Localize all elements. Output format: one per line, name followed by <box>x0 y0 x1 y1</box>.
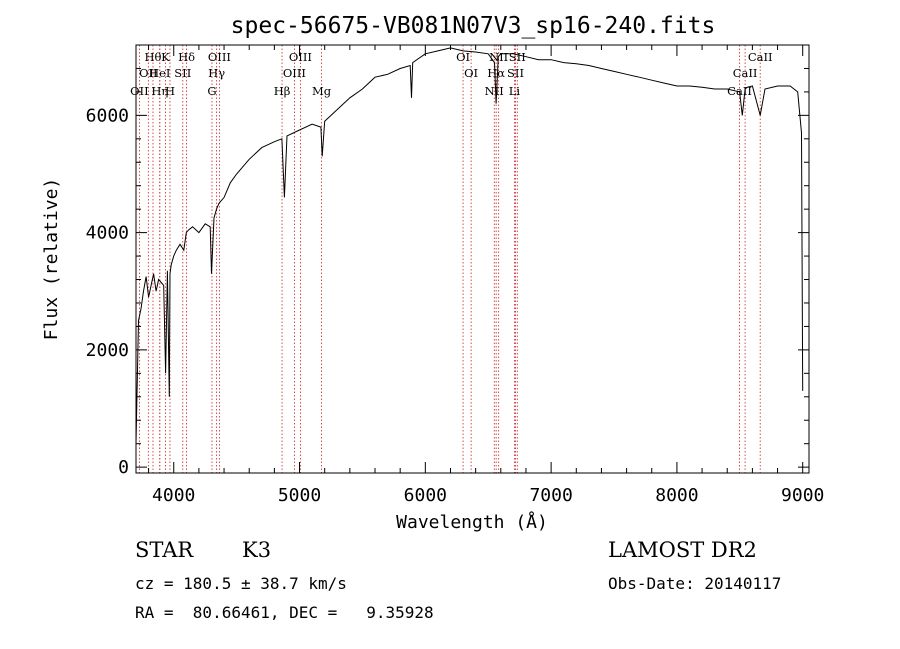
spectral-line-label: Hδ <box>178 50 195 64</box>
spectral-line-label: SII <box>509 50 526 64</box>
spectral-line-label: Hβ <box>274 84 291 98</box>
plot-frame <box>135 44 810 474</box>
coordinates: RA = 80.66461, DEC = 9.35928 <box>135 603 434 622</box>
observation-date: Obs-Date: 20140117 <box>608 574 782 593</box>
spectral-line-label: OII <box>130 84 149 98</box>
spectral-line-label: OIII <box>208 50 231 64</box>
spectral-line-label: OI <box>464 66 478 80</box>
y-axis: 0 2000 4000 6000 <box>86 67 809 478</box>
spectral-line-labels: OII OII Hθ HeI Hη K H SII Hδ G Hγ OIII Hβ OIII OIII Mg O… <box>130 50 772 98</box>
y-tick-label: 2000 <box>86 340 129 361</box>
spectral-line-markers <box>138 45 761 473</box>
spectral-line-label: Hα <box>487 66 505 80</box>
x-axis: 4000 5000 6000 7000 8000 9000 <box>148 45 824 506</box>
x-tick-label: 9000 <box>781 485 824 506</box>
x-tick-label: 4000 <box>152 485 195 506</box>
spectral-line-label: SII <box>174 66 191 80</box>
x-tick-label: 7000 <box>529 485 572 506</box>
spectral-line-label: Hγ <box>208 66 225 80</box>
spectral-line-label: OIII <box>289 50 312 64</box>
x-tick-label: 8000 <box>655 485 698 506</box>
spectral-subclass: K3 <box>242 538 272 562</box>
spectral-line-label: G <box>207 84 216 98</box>
spectral-line-label: CaII <box>727 84 752 98</box>
spectral-line-label: NII <box>485 84 504 98</box>
x-tick-label: 6000 <box>404 485 447 506</box>
spectral-line-label: Mg <box>312 84 332 98</box>
spectral-line-label: Hη <box>151 84 168 98</box>
chart-title: spec-56675-VB081N07V3_sp16-240.fits <box>231 13 716 39</box>
survey-name: LAMOST DR2 <box>608 538 757 562</box>
y-tick-label: 0 <box>118 457 129 478</box>
spectral-line-label: Li <box>509 84 521 98</box>
spectral-line-label: OIII <box>283 66 306 80</box>
spectral-line-label: OII <box>139 66 158 80</box>
spectral-line-label: Hθ <box>145 50 162 64</box>
spectral-line-label: H <box>165 84 175 98</box>
spectral-line-label: OI <box>456 50 470 64</box>
y-tick-label: 4000 <box>86 223 129 244</box>
x-axis-label: Wavelength (Å) <box>396 511 548 533</box>
y-tick-label: 6000 <box>86 105 129 126</box>
spectral-line-label: K <box>161 50 170 64</box>
spectral-line-label: CaII <box>748 50 773 64</box>
spectral-line-label: HeI <box>149 66 170 80</box>
x-tick-label: 5000 <box>278 485 321 506</box>
spectrum-line <box>135 47 804 444</box>
redshift-velocity: cz = 180.5 ± 38.7 km/s <box>135 574 347 593</box>
spectral-line-label: CaII <box>733 66 758 80</box>
spectral-line-label: SII <box>507 66 524 80</box>
y-axis-label: Flux (relative) <box>41 178 62 341</box>
object-type: STAR <box>135 538 194 562</box>
